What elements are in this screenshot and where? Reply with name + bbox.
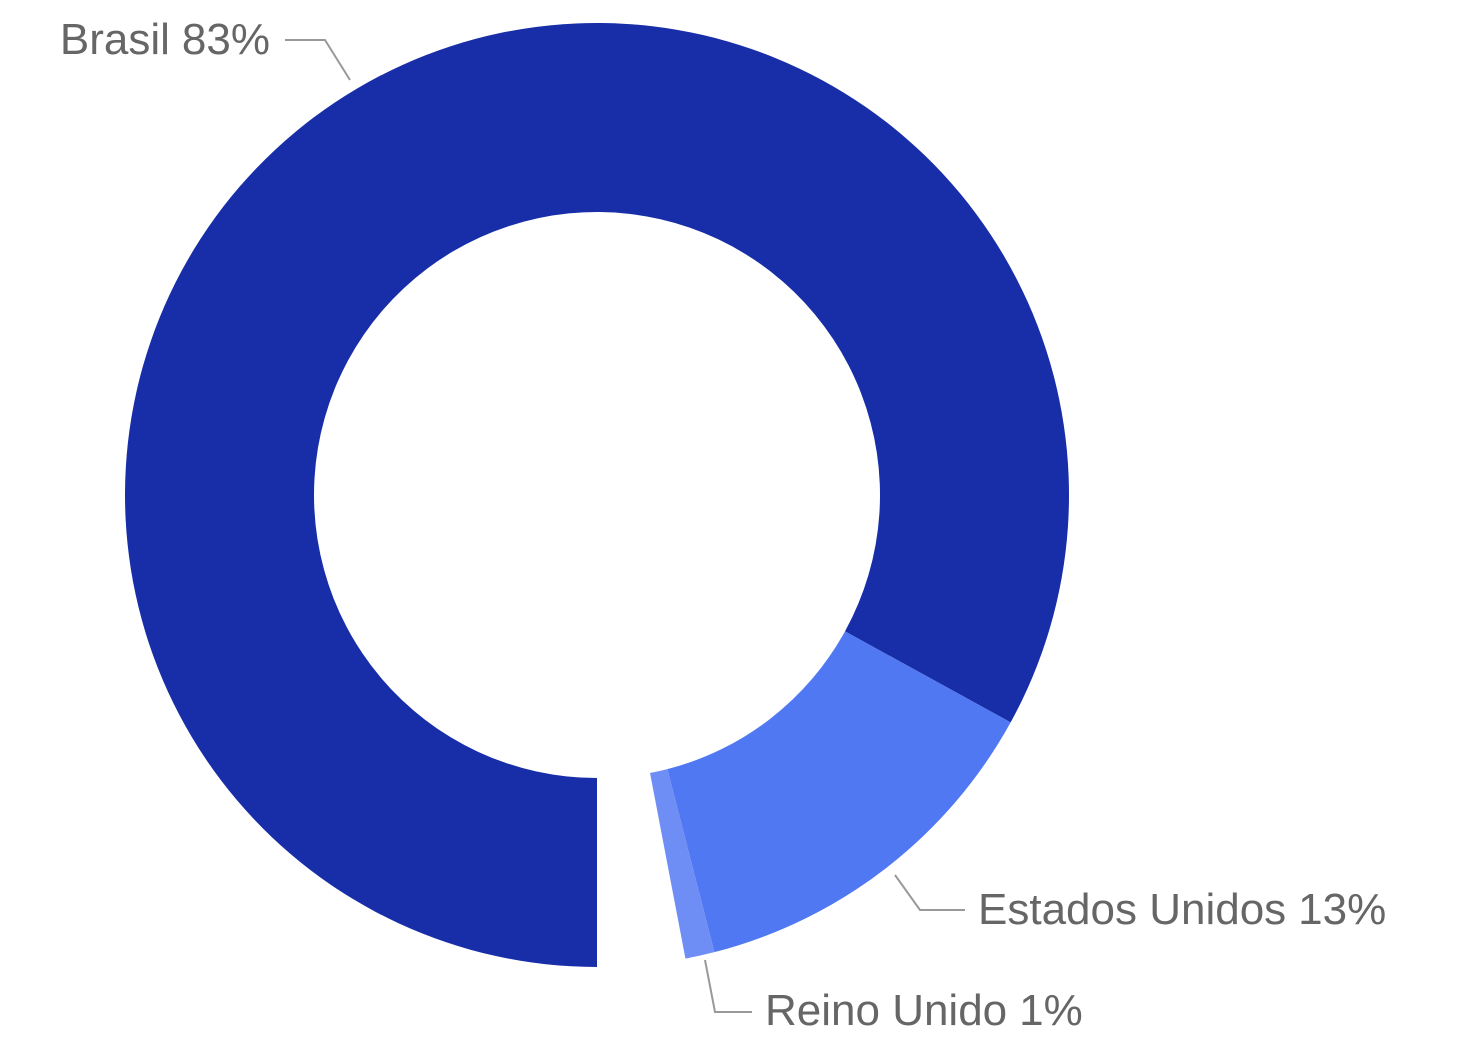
donut-slice	[667, 631, 1011, 953]
leader-line	[285, 39, 351, 81]
slice-value: 13%	[1298, 885, 1386, 934]
leader-line	[894, 874, 965, 911]
leader-line	[704, 959, 752, 1013]
slice-name: Reino Unido	[765, 986, 1007, 1035]
slice-label: Brasil 83%	[60, 15, 270, 64]
slice-name: Estados Unidos	[978, 885, 1286, 934]
donut-slice	[650, 769, 715, 959]
slice-value: 83%	[182, 15, 270, 64]
slice-label: Reino Unido 1%	[765, 986, 1083, 1035]
donut-slice	[125, 22, 1070, 968]
slice-value: 1%	[1019, 986, 1083, 1035]
slice-name: Brasil	[60, 15, 170, 64]
slice-label: Estados Unidos 13%	[978, 885, 1386, 934]
